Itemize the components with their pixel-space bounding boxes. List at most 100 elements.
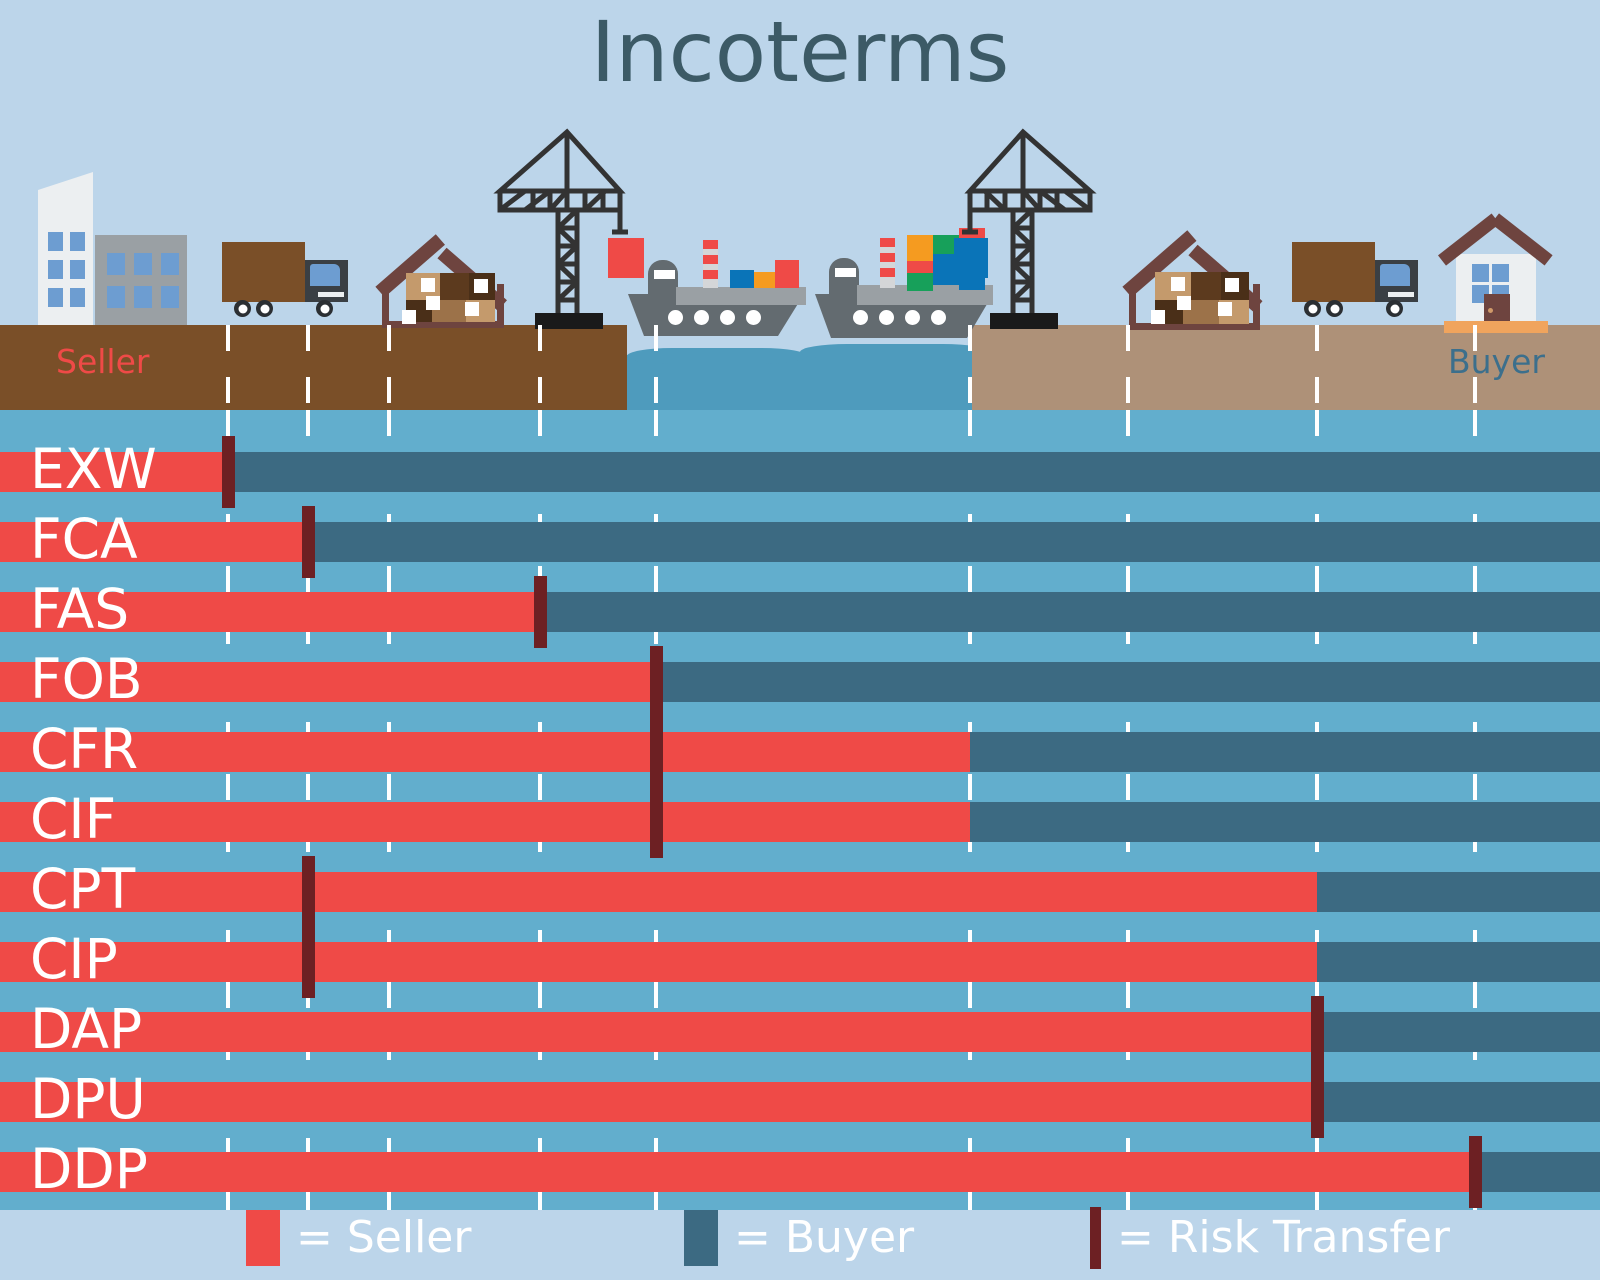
scene-gridline xyxy=(226,325,230,410)
buyer-segment xyxy=(1317,942,1600,982)
row-label-exw: EXW xyxy=(30,437,157,501)
office-building-short-icon xyxy=(95,235,187,325)
port-crane-origin-icon xyxy=(493,128,645,329)
buyer-segment xyxy=(308,522,1600,562)
window-icon xyxy=(70,232,85,251)
seller-segment xyxy=(0,942,1317,982)
risk-transfer-marker xyxy=(650,646,663,718)
seller-segment xyxy=(0,592,540,632)
row-label-fas: FAS xyxy=(30,577,130,641)
risk-transfer-marker xyxy=(222,436,235,508)
buyer-house-icon xyxy=(1437,208,1553,333)
sea-wave-left xyxy=(627,348,807,364)
chart-row: EXW xyxy=(0,436,1600,508)
window-icon xyxy=(134,253,152,275)
window-icon xyxy=(107,253,125,275)
scene-gridline xyxy=(1473,325,1477,410)
window-icon xyxy=(48,232,63,251)
risk-transfer-marker xyxy=(1469,1136,1482,1208)
seller-segment xyxy=(0,452,228,492)
row-label-dap: DAP xyxy=(30,997,143,1061)
buyer-segment xyxy=(1317,1012,1600,1052)
seller-label: Seller xyxy=(56,342,150,381)
buyer-segment xyxy=(970,802,1600,842)
window-icon xyxy=(1472,264,1489,282)
buyer-segment xyxy=(1317,872,1600,912)
risk-transfer-marker xyxy=(534,576,547,648)
buyer-segment xyxy=(1475,1152,1600,1192)
risk-transfer-marker xyxy=(302,856,315,928)
risk-transfer-marker xyxy=(1311,1066,1324,1138)
buyer-segment xyxy=(656,662,1600,702)
risk-transfer-marker xyxy=(302,506,315,578)
legend-item-risk-transfer: = Risk Transfer xyxy=(1090,1207,1450,1269)
window-icon xyxy=(107,286,125,308)
chart-row: DPU xyxy=(0,1066,1600,1138)
row-label-fca: FCA xyxy=(30,507,138,571)
scene-gridline xyxy=(968,325,972,410)
seller-land xyxy=(0,325,627,410)
seller-segment xyxy=(0,732,970,772)
risk-transfer-marker-swatch xyxy=(1090,1207,1101,1269)
incoterms-responsibility-chart: EXW FCA FAS FOB CFR CIF CPT CIP DAP DPU DDP xyxy=(0,410,1600,1210)
window-icon xyxy=(134,286,152,308)
chart-row: CIP xyxy=(0,926,1600,998)
port-scene-illustration: Seller Buyer xyxy=(0,0,1600,410)
risk-transfer-marker xyxy=(302,926,315,998)
seller-segment xyxy=(0,522,308,562)
chart-row: FAS xyxy=(0,576,1600,648)
port-crane-destination-icon xyxy=(935,128,1097,329)
seller-segment xyxy=(0,1082,1317,1122)
sea-water xyxy=(627,355,972,410)
crane-container-load-icon xyxy=(608,238,644,278)
window-icon xyxy=(70,260,85,279)
buyer-segment xyxy=(1317,1082,1600,1122)
seller-segment xyxy=(0,1012,1317,1052)
buyer-color-swatch xyxy=(684,1210,718,1266)
buyer-label: Buyer xyxy=(1448,342,1545,381)
chart-legend: = Seller = Buyer = Risk Transfer xyxy=(0,1200,1600,1280)
chart-row: DAP xyxy=(0,996,1600,1068)
window-icon xyxy=(48,288,63,307)
buyer-segment xyxy=(540,592,1600,632)
row-label-cip: CIP xyxy=(30,927,118,991)
seller-segment xyxy=(0,1152,1475,1192)
window-icon xyxy=(70,288,85,307)
page-title: Incoterms xyxy=(590,3,1010,101)
scene-gridline xyxy=(654,325,658,410)
warehouse-origin-icon xyxy=(375,216,508,328)
window-icon xyxy=(161,286,179,308)
seller-segment xyxy=(0,662,656,702)
scene-gridline xyxy=(1315,325,1319,410)
legend-label-risk-transfer: = Risk Transfer xyxy=(1117,1212,1450,1263)
risk-transfer-marker xyxy=(1311,996,1324,1068)
legend-label-seller: = Seller xyxy=(296,1212,472,1263)
legend-item-buyer: = Buyer xyxy=(684,1210,914,1266)
chart-row: CFR xyxy=(0,716,1600,788)
buyer-land xyxy=(972,325,1600,410)
warehouse-destination-icon xyxy=(1122,212,1265,330)
row-label-ddp: DDP xyxy=(30,1137,148,1201)
risk-transfer-marker xyxy=(650,716,663,788)
risk-transfer-marker xyxy=(650,786,663,858)
chart-row: DDP xyxy=(0,1136,1600,1208)
row-label-cpt: CPT xyxy=(30,857,136,921)
legend-label-buyer: = Buyer xyxy=(734,1212,915,1263)
window-icon xyxy=(48,260,63,279)
chart-row: FCA xyxy=(0,506,1600,578)
chart-row: FOB xyxy=(0,646,1600,718)
window-icon xyxy=(1492,264,1509,282)
row-label-cif: CIF xyxy=(30,787,117,851)
seller-color-swatch xyxy=(246,1210,280,1266)
buyer-segment xyxy=(228,452,1600,492)
scene-gridline xyxy=(387,325,391,410)
cargo-ship-origin-icon xyxy=(628,232,818,342)
window-icon xyxy=(161,253,179,275)
seller-segment xyxy=(0,872,1317,912)
row-label-fob: FOB xyxy=(30,647,143,711)
scene-gridline xyxy=(306,325,310,410)
buyer-segment xyxy=(970,732,1600,772)
scene-gridline xyxy=(538,325,542,410)
crane-container-load-icon xyxy=(954,238,988,278)
scene-gridline xyxy=(1126,325,1130,410)
